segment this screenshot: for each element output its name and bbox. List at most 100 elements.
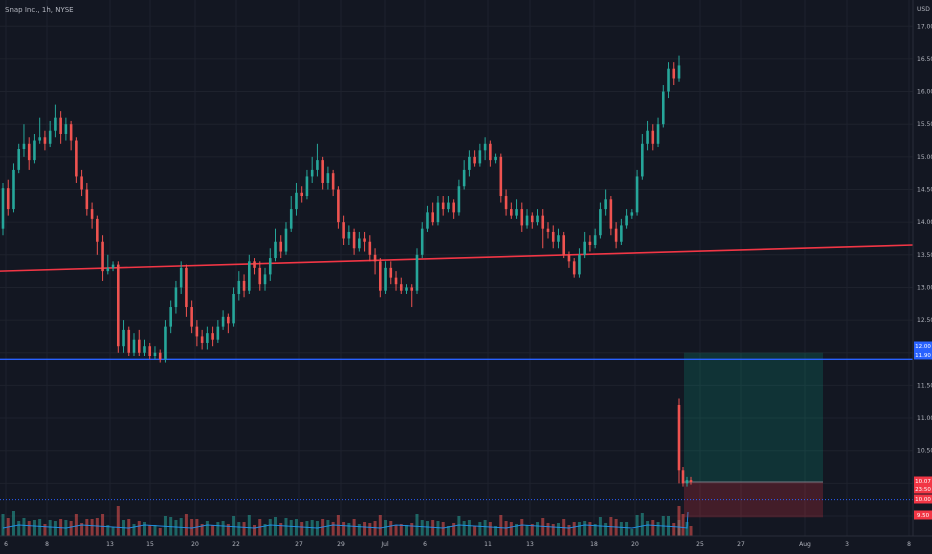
candle-body [305,176,309,197]
candle-body [685,480,689,484]
candle-body [169,307,172,327]
volume-bar [681,514,685,536]
candle [143,339,146,357]
candle [379,258,382,298]
candle-body [661,91,665,125]
time-tick-label: 13 [106,541,114,548]
time-tick-label: 15 [146,541,154,548]
volume-bar [536,522,540,536]
time-tick-label: 6 [4,541,8,548]
volume-bar [17,521,21,536]
candle [17,143,21,174]
candle-body [43,137,47,144]
candle [436,196,440,226]
target-zone [684,352,823,483]
candle [420,222,424,259]
candle-body [153,352,157,357]
volume-bar [672,523,676,536]
candle [232,287,235,327]
drawn-lines[interactable] [0,244,914,501]
candle [661,85,665,128]
candle [572,258,576,278]
candle-body [90,209,94,219]
candle [279,235,283,259]
candle-body [436,202,440,223]
candle [289,196,293,232]
candle-body [567,254,571,262]
candle [190,300,193,334]
time-axis[interactable]: 6 8 13 15 20 22 27 29 Jul 6 11 13 18 20 25 27 Aug 3 8 [4,541,911,548]
candle-body [96,218,99,242]
candle-body [227,316,230,324]
candle [284,222,288,255]
volume-bar [462,521,466,536]
candle-body [75,140,78,177]
candle [132,333,136,357]
candle-body [352,231,356,249]
candle [295,182,298,216]
candle [578,248,581,278]
volume-bar [106,525,110,536]
volume-bar [651,520,655,536]
volume-bar [205,521,209,536]
candle-body [331,173,335,190]
volume-bar [577,522,581,536]
price-tick-label: 15.00 [917,154,932,161]
candle [457,179,461,216]
long-position-box[interactable] [684,352,823,518]
candle-body [399,284,403,291]
volume-bar [342,522,346,536]
volume-bar [368,523,372,536]
candle [599,202,602,239]
candle [546,222,550,239]
candle-body [274,241,277,259]
candle [515,199,518,219]
candle-body [48,130,52,144]
candle [557,228,560,249]
volume-bar [1,514,5,536]
candle-body [200,336,204,343]
volume-bar [410,523,414,536]
candle-body [289,209,293,229]
candle [106,254,110,275]
volume-bar [347,523,351,536]
candle-body [441,202,445,210]
volume-bar [478,522,482,536]
time-tick-label: 27 [737,541,745,548]
price-tick-label: 13.00 [917,284,932,291]
candle [258,261,262,291]
candle [127,326,131,357]
volume-bar [483,520,487,536]
candle [588,235,592,252]
candle [326,166,330,190]
volume-bar [184,514,188,536]
candle-body [447,202,450,210]
volume-bar [22,518,26,536]
price-tag-box [914,494,932,504]
candle [316,143,319,177]
candle [305,169,309,200]
candle [541,209,545,249]
price-tick-label: 11.00 [917,415,932,422]
candle-body [656,124,660,144]
volume-bar [588,522,592,536]
volume-bar [247,515,251,536]
candle [426,205,429,232]
candle-body [599,209,602,236]
volume-bar [226,524,230,536]
candle-body [137,339,141,353]
candle [685,476,689,487]
volume-bar [625,522,629,536]
candle [536,209,539,226]
candle-body [174,287,178,308]
volume-bar [572,522,576,536]
candle-body [158,352,162,360]
candle [677,55,681,82]
candle-body [216,326,220,340]
candle-body [489,143,492,161]
candle [677,398,681,484]
candle-body [625,215,628,226]
candle [394,271,398,291]
